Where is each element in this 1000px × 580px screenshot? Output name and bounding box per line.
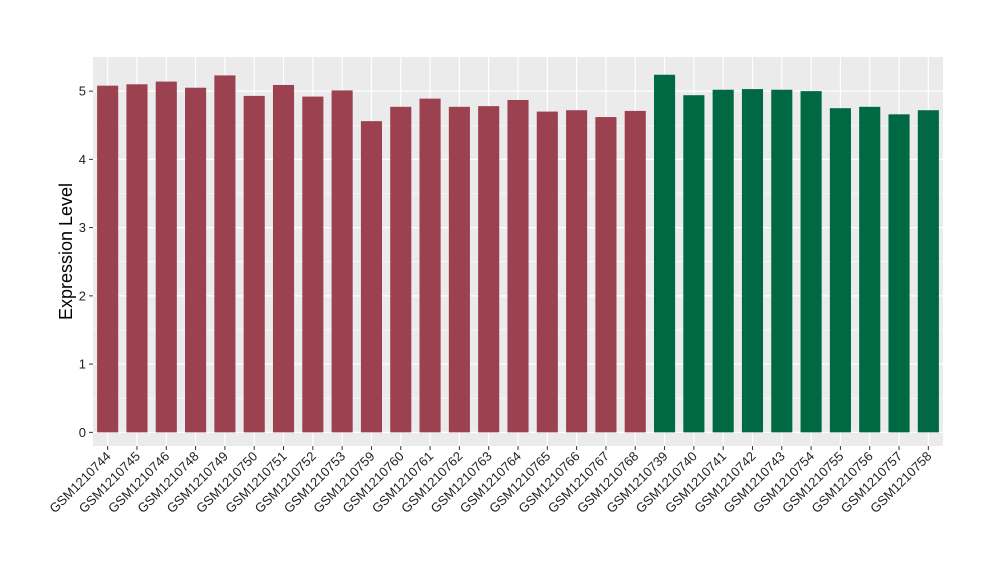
bar-series <box>97 74 939 433</box>
bar <box>566 110 588 433</box>
bar <box>478 106 500 433</box>
y-axis: 0 1 2 3 4 5 <box>79 84 93 440</box>
y-axis-title: Expression Level <box>56 183 76 320</box>
bar <box>155 81 177 433</box>
y-tick-label: 2 <box>79 288 86 303</box>
bar <box>390 106 412 433</box>
bar <box>624 110 646 433</box>
bar <box>214 75 236 433</box>
bar <box>859 106 881 433</box>
bar <box>800 91 822 433</box>
bar <box>741 89 764 433</box>
x-axis: GSM1210744GSM1210745GSM1210746GSM1210748… <box>46 446 934 516</box>
bar <box>654 74 676 433</box>
bar <box>272 84 295 433</box>
bar <box>771 89 793 433</box>
bar <box>243 95 265 433</box>
bar <box>829 108 851 433</box>
bar <box>97 85 119 433</box>
bar <box>448 106 470 433</box>
y-tick-label: 3 <box>79 220 86 235</box>
bar <box>185 87 207 433</box>
bar <box>302 96 324 433</box>
bar <box>712 89 734 433</box>
bar <box>683 95 705 433</box>
bar <box>536 111 558 433</box>
bar <box>595 117 617 433</box>
y-tick-label: 4 <box>79 152 86 167</box>
bar <box>917 110 939 433</box>
bar <box>331 90 353 433</box>
y-tick-label: 0 <box>79 425 86 440</box>
y-tick-label: 5 <box>79 84 86 99</box>
y-tick-label: 1 <box>79 357 86 372</box>
bar <box>507 99 529 433</box>
bar <box>126 84 148 433</box>
bar <box>360 121 382 433</box>
bar <box>888 114 910 433</box>
bar <box>419 98 441 433</box>
